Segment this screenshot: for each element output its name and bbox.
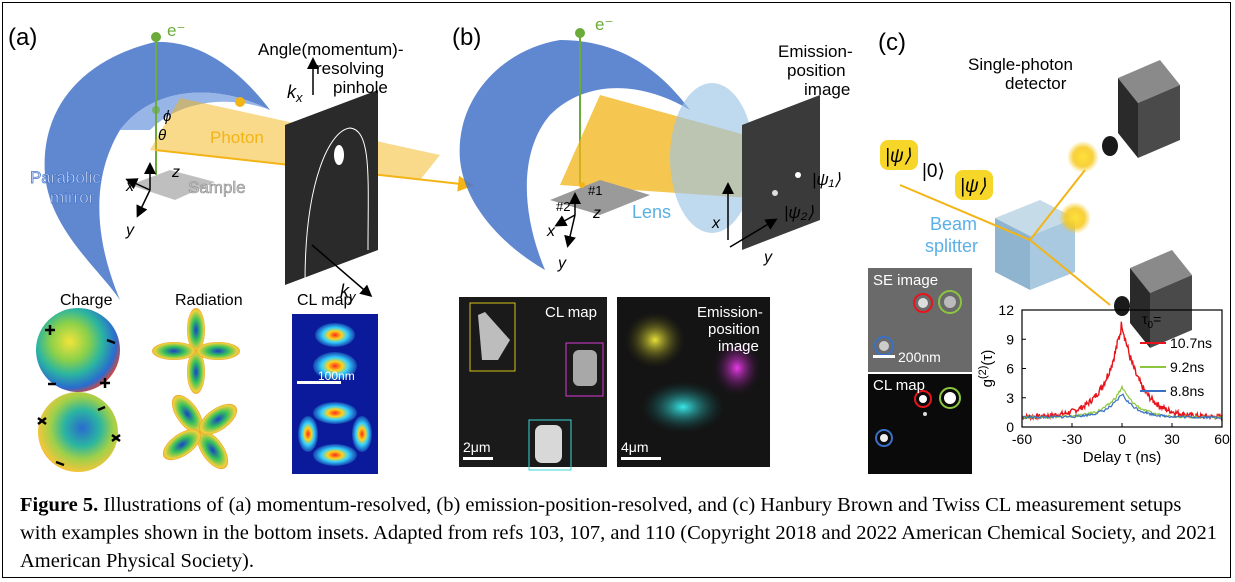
axis-y-a: y bbox=[125, 222, 135, 239]
cl-map-title-c: CL map bbox=[873, 377, 925, 394]
scale-bar-a: 100nm bbox=[318, 369, 355, 383]
electron-icon-b bbox=[575, 28, 585, 38]
y-tick-label-4: 12 bbox=[998, 302, 1014, 318]
detector-label-line1: Single-photon bbox=[968, 55, 1073, 74]
psi2-label: |ψ₂⟩ bbox=[784, 203, 814, 222]
emission-label-line1: Emission- bbox=[778, 42, 853, 61]
detector-cube-1 bbox=[1102, 60, 1180, 158]
se-scale-bar: 200nm bbox=[898, 349, 941, 365]
y-tick-label-2: 6 bbox=[1006, 361, 1014, 377]
x-tick-label-4: 60 bbox=[1214, 431, 1230, 447]
panel-c-label: (c) bbox=[878, 29, 906, 56]
electron-label-b: e⁻ bbox=[595, 15, 613, 34]
psi-box-1 bbox=[880, 140, 918, 170]
axis-z-b: z bbox=[592, 205, 601, 222]
legend-label-3: 8.8ns bbox=[1170, 383, 1204, 399]
charge-sphere-1 bbox=[36, 308, 120, 392]
parabolic-mirror-b bbox=[459, 40, 690, 270]
caption-label: Figure 5. bbox=[20, 494, 99, 516]
caption-text: Illustrations of (a) momentum-resolved, … bbox=[20, 494, 1217, 572]
mirror-label-line2: mirror bbox=[50, 188, 95, 207]
charge-title: Charge bbox=[60, 292, 113, 309]
se-image-title: SE image bbox=[873, 272, 938, 289]
parabolic-mirror bbox=[44, 41, 270, 300]
pinhole-label-line2: resolving bbox=[316, 59, 384, 78]
axis-x-a: x bbox=[125, 178, 135, 195]
photon-glow-up bbox=[1067, 141, 1099, 173]
legend-label-1: 10.7ns bbox=[1170, 335, 1212, 351]
phi-label: ϕ bbox=[163, 108, 171, 125]
figure-caption: Figure 5. Illustrations of (a) momentum-… bbox=[20, 491, 1220, 575]
emission-img-line2: position bbox=[708, 321, 760, 338]
splitter-label-line1: Beam bbox=[930, 214, 977, 234]
pinhole-label-line1: Angle(momentum)- bbox=[258, 40, 404, 59]
axis-z-a: z bbox=[171, 164, 180, 181]
detector-label-line2: detector bbox=[1005, 74, 1067, 93]
pinhole-plate bbox=[285, 90, 378, 285]
pinhole-label-line3: pinhole bbox=[333, 78, 388, 97]
sample-label-a: Sample bbox=[188, 178, 246, 197]
x-tick-label-2: 0 bbox=[1118, 431, 1126, 447]
point-1-label: #1 bbox=[588, 183, 602, 198]
x-axis-label: Delay τ (ns) bbox=[1083, 449, 1161, 466]
cl-map-title-b: CL map bbox=[545, 304, 597, 321]
psi-label-2: |ψ⟩ bbox=[960, 176, 987, 197]
scale-bar-b2: 4μm bbox=[621, 439, 649, 455]
legend-title: τ0= bbox=[1142, 311, 1161, 331]
kx-label: kx bbox=[287, 82, 303, 105]
emission-img-line1: Emission- bbox=[697, 304, 763, 321]
axis-y-img: y bbox=[763, 249, 773, 266]
figure-artwork: (a) e⁻ ϕ θ Photon Sample Parabolic mirro… bbox=[8, 15, 1230, 474]
emission-label-line2: position bbox=[787, 61, 846, 80]
emission-img-line3: image bbox=[718, 338, 759, 355]
y-tick-label-3: 9 bbox=[1006, 331, 1014, 347]
photon-glow-right bbox=[1059, 202, 1091, 234]
x-tick-label-0: -60 bbox=[1012, 431, 1032, 447]
psi-box-2 bbox=[955, 170, 993, 200]
photon-label: Photon bbox=[210, 128, 264, 147]
point-2-label: #2 bbox=[556, 199, 570, 214]
axis-y-b: y bbox=[557, 255, 567, 272]
detector-cube-2 bbox=[1114, 250, 1192, 348]
panel-a-label: (a) bbox=[8, 24, 37, 51]
y-axis-label: g(2)(τ) bbox=[977, 350, 996, 388]
psi-label-1: |ψ⟩ bbox=[885, 146, 912, 167]
radiation-pattern-1 bbox=[152, 308, 240, 394]
y-tick-label-1: 3 bbox=[1006, 390, 1014, 406]
legend-label-2: 9.2ns bbox=[1170, 359, 1204, 375]
charge-sphere-2 bbox=[38, 392, 118, 472]
radiation-pattern-2 bbox=[162, 394, 238, 470]
x-tick-label-3: 30 bbox=[1164, 431, 1180, 447]
psi1-label: |ψ₁⟩ bbox=[812, 170, 841, 189]
zero-label: |0⟩ bbox=[922, 161, 945, 182]
y-tick-label-0: 0 bbox=[1006, 419, 1014, 435]
electron-icon-a bbox=[151, 32, 161, 42]
lens bbox=[670, 83, 754, 233]
pinhole bbox=[334, 145, 344, 165]
g2-chart: -60 -30 0 30 60 0 3 6 9 12 Delay τ (ns) g(2)(τ) τ0= 1… bbox=[977, 302, 1230, 466]
theta-label: θ bbox=[158, 127, 166, 144]
ky-label: ky bbox=[340, 281, 357, 304]
x-tick-label-1: -30 bbox=[1062, 431, 1082, 447]
series-line-3 bbox=[1021, 393, 1223, 420]
axis-x-b: x bbox=[546, 223, 556, 240]
lens-label: Lens bbox=[632, 202, 671, 222]
scale-bar-b1: 2μm bbox=[463, 439, 491, 455]
electron-label-a: e⁻ bbox=[167, 21, 185, 40]
cl-map-title-a: CL map bbox=[297, 292, 353, 309]
panel-b-label: (b) bbox=[452, 24, 481, 51]
splitter-label-line2: splitter bbox=[925, 236, 978, 256]
axis-x-img: x bbox=[711, 215, 721, 232]
radiation-title: Radiation bbox=[175, 292, 243, 309]
parabolic-mirror-inner bbox=[120, 92, 270, 130]
emission-label-line3: image bbox=[804, 80, 850, 99]
emission-image-plate bbox=[742, 95, 820, 250]
sample-plate-a bbox=[130, 170, 215, 200]
mirror-label-line1: Parabolic bbox=[30, 168, 101, 187]
